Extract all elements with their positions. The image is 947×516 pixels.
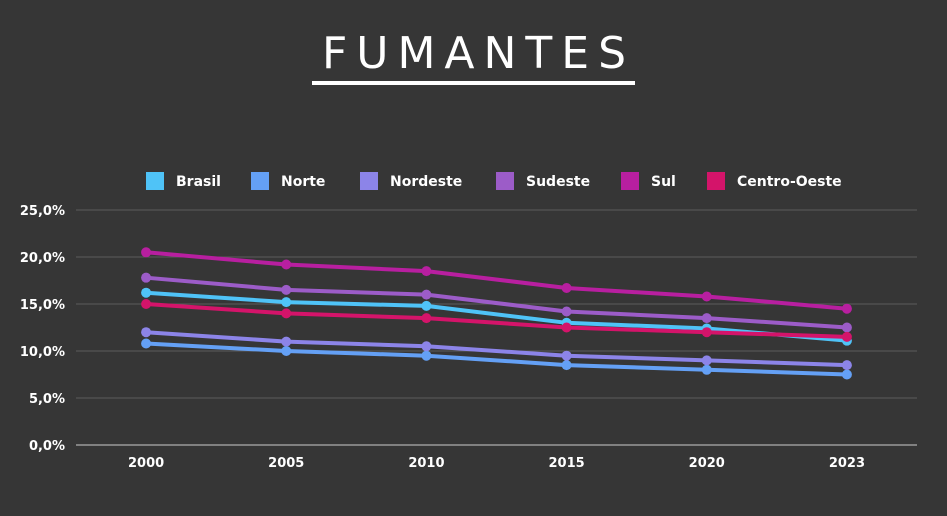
legend-item: Nordeste [360,172,462,190]
y-tick-label: 20,0% [20,251,65,266]
x-tick-label: 2010 [408,456,444,471]
data-point [141,287,152,298]
chart-title: FUMANTES [0,28,947,85]
data-point [281,259,292,270]
series-line [144,275,849,330]
legend-label: Centro-Oeste [737,174,842,190]
data-point [561,360,572,371]
legend-item: Norte [251,172,325,190]
y-tick-label: 0,0% [29,439,65,454]
y-tick-label: 10,0% [20,345,65,360]
legend: Brasil Norte Nordeste Sudeste Sul Centro-Oest… [146,172,842,190]
data-point [141,327,152,338]
data-point [701,291,712,302]
legend-swatch [707,172,725,190]
series-nordeste [141,327,852,371]
series-sul [141,247,852,314]
legend-item: Centro-Oeste [707,172,842,190]
y-tick-label: 5,0% [29,392,65,407]
x-tick-label: 2015 [548,456,584,471]
series-line [144,341,849,377]
data-point [561,283,572,294]
legend-item: Sul [621,172,676,190]
x-tick-label: 2005 [268,456,304,471]
series-centro-oeste [141,299,852,342]
data-point [561,322,572,333]
x-tick-label: 2020 [689,456,725,471]
data-point [141,299,152,309]
grid [76,209,917,446]
data-point [141,338,152,349]
legend-label: Sudeste [526,174,590,190]
series-norte [141,338,852,380]
data-point [281,346,292,356]
legend-item: Sudeste [496,172,590,190]
x-tick-label: 2000 [128,456,164,471]
series-line [144,290,849,343]
data-point [841,322,852,333]
series-line [144,330,849,368]
series-sudeste [141,272,852,333]
data-point [421,266,432,277]
x-axis: 2000 2005 2010 2015 2020 2023 [128,456,865,471]
y-tick-label: 15,0% [20,298,65,313]
series-brasil [141,287,852,346]
series-group [141,247,852,380]
data-point [841,303,852,314]
data-point [841,369,852,380]
legend-label: Brasil [176,174,221,190]
data-point [561,350,572,361]
legend-swatch [251,172,269,190]
data-point [421,289,432,300]
y-tick-label: 25,0% [20,204,65,219]
data-point [421,300,432,311]
data-point [141,247,152,258]
data-point [421,341,432,352]
legend-swatch [621,172,639,190]
data-point [281,308,292,319]
data-point [701,355,712,366]
data-point [841,331,852,342]
data-point [701,327,712,338]
legend-swatch [496,172,514,190]
x-tick-label: 2023 [829,456,865,471]
data-point [421,350,432,361]
chart-title-text: FUMANTES [311,28,636,85]
y-axis: 0,0% 5,0% 10,0% 15,0% 20,0% 25,0% [20,204,65,454]
data-point [841,360,852,371]
data-point [701,364,712,375]
data-point [141,272,152,283]
data-point [561,306,572,317]
data-point [281,336,292,347]
data-point [421,313,432,324]
legend-label: Norte [281,174,325,190]
series-line [144,302,849,339]
legend-swatch [360,172,378,190]
legend-label: Nordeste [390,174,462,190]
legend-swatch [146,172,164,190]
data-point [701,313,712,324]
legend-item: Brasil [146,172,221,190]
legend-label: Sul [651,174,676,190]
series-line [144,250,849,311]
data-point [281,297,292,308]
data-point [281,284,292,295]
